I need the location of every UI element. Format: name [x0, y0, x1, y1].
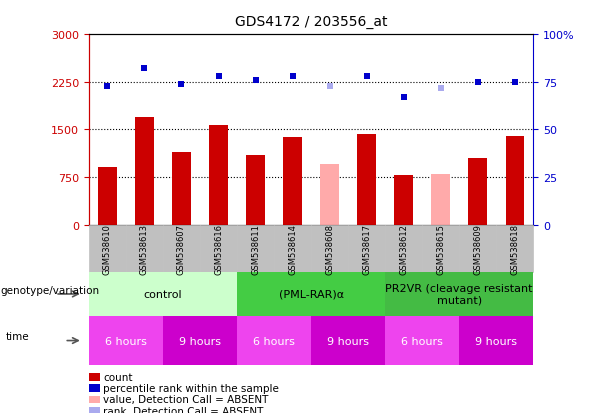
Text: GSM538612: GSM538612: [399, 223, 408, 274]
Text: GSM538610: GSM538610: [103, 223, 112, 274]
Text: GSM538617: GSM538617: [362, 223, 371, 274]
Text: 6 hours: 6 hours: [105, 336, 147, 346]
Text: genotype/variation: genotype/variation: [0, 285, 99, 295]
Text: control: control: [143, 289, 182, 299]
Text: GSM538618: GSM538618: [510, 223, 519, 274]
Bar: [135, 117, 154, 225]
Text: GSM538609: GSM538609: [473, 223, 482, 274]
Bar: [506, 136, 524, 225]
Text: GDS4172 / 203556_at: GDS4172 / 203556_at: [235, 15, 387, 29]
Bar: [246, 155, 265, 225]
Bar: [283, 138, 302, 225]
Text: 9 hours: 9 hours: [179, 336, 221, 346]
Text: 9 hours: 9 hours: [475, 336, 517, 346]
Text: GSM538613: GSM538613: [140, 223, 149, 274]
Text: rank, Detection Call = ABSENT: rank, Detection Call = ABSENT: [103, 406, 264, 413]
Text: GSM538616: GSM538616: [214, 223, 223, 274]
Text: (PML-RAR)α: (PML-RAR)α: [278, 289, 344, 299]
Text: GSM538608: GSM538608: [325, 223, 334, 274]
Text: time: time: [6, 332, 30, 342]
Text: GSM538614: GSM538614: [288, 223, 297, 274]
Text: PR2VR (cleavage resistant
mutant): PR2VR (cleavage resistant mutant): [386, 283, 533, 305]
Text: 9 hours: 9 hours: [327, 336, 369, 346]
Bar: [432, 174, 450, 225]
Bar: [468, 159, 487, 225]
Text: percentile rank within the sample: percentile rank within the sample: [103, 383, 279, 393]
Text: GSM538615: GSM538615: [436, 223, 445, 274]
Bar: [321, 165, 339, 225]
Text: value, Detection Call = ABSENT: value, Detection Call = ABSENT: [103, 394, 268, 404]
Bar: [394, 176, 413, 225]
Text: 6 hours: 6 hours: [402, 336, 443, 346]
Text: GSM538607: GSM538607: [177, 223, 186, 274]
Bar: [209, 126, 228, 225]
Bar: [172, 152, 191, 225]
Bar: [98, 168, 116, 225]
Text: GSM538611: GSM538611: [251, 223, 260, 274]
Bar: [357, 135, 376, 225]
Text: 6 hours: 6 hours: [253, 336, 295, 346]
Text: count: count: [103, 372, 132, 382]
